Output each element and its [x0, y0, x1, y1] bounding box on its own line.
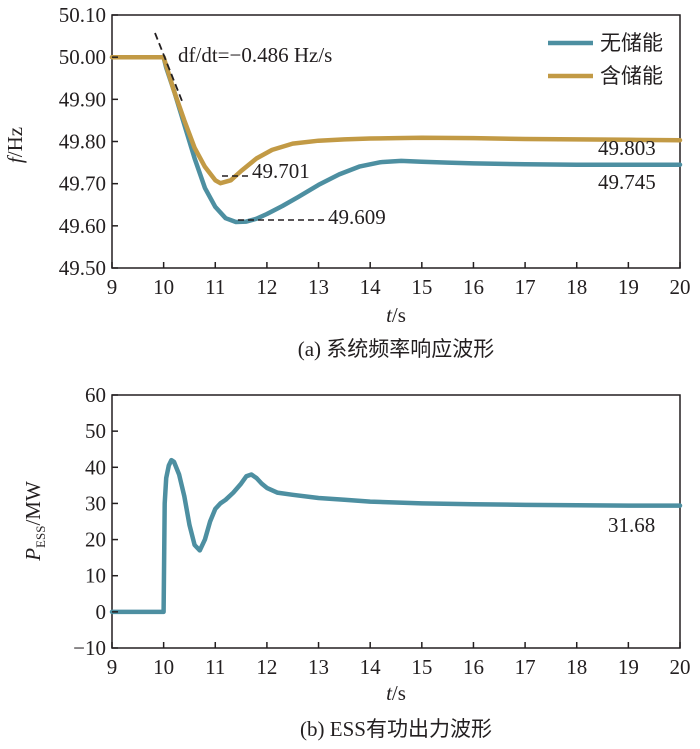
x-tick-label: 16	[463, 275, 484, 299]
y-tick-label: 49.60	[59, 214, 106, 238]
x-tick-label: 17	[515, 275, 536, 299]
y-axis-label: f/Hz	[3, 127, 27, 163]
y-tick-label: 60	[85, 383, 106, 407]
x-tick-label: 11	[205, 655, 225, 679]
y-tick-label: 49.70	[59, 172, 106, 196]
x-axis-ticks-b: 9 10 11 12 13 14 15 16 17 18 19 20	[107, 642, 691, 679]
x-tick-label: 9	[107, 655, 118, 679]
x-axis-ticks: 9 10 11 12 13 14 15 16 17 18 19 20	[107, 262, 691, 299]
y-axis-ticks: 50.10 50.00 49.90 49.80 49.70 49.60 49.50	[59, 3, 118, 280]
x-tick-label: 19	[618, 275, 639, 299]
x-tick-label: 12	[256, 275, 277, 299]
series-line-1	[109, 54, 683, 186]
x-tick-label: 10	[153, 655, 174, 679]
y-tick-label: 20	[85, 528, 106, 552]
y-tick-label: 49.50	[59, 256, 106, 280]
steady-label-no-storage: 49.745	[598, 170, 656, 194]
y-tick-label: 50	[85, 419, 106, 443]
x-tick-label: 14	[360, 275, 382, 299]
y-axis-ticks-b: 60 50 40 30 20 10 0 −10	[73, 383, 118, 660]
panel-b-caption: (b) ESS有功出力波形	[300, 717, 492, 741]
y-tick-label: 10	[85, 564, 106, 588]
x-tick-label: 14	[360, 655, 382, 679]
x-tick-label: 13	[308, 275, 329, 299]
legend-label-no-storage: 无储能	[600, 31, 663, 55]
y-tick-label: 0	[96, 600, 107, 624]
x-tick-label: 19	[618, 655, 639, 679]
x-tick-label: 15	[411, 275, 432, 299]
plot-area-frame-b	[111, 394, 681, 649]
y-tick-label: 30	[85, 491, 106, 515]
y-tick-label: 50.10	[59, 3, 106, 27]
x-tick-label: 20	[670, 275, 691, 299]
steady-label-with-storage: 49.803	[598, 136, 656, 160]
steady-label-ess: 31.68	[608, 513, 655, 537]
x-axis-label-b: t/s	[386, 681, 406, 705]
x-tick-label: 9	[107, 275, 118, 299]
x-tick-label: 15	[411, 655, 432, 679]
y-tick-label: −10	[73, 636, 106, 660]
y-tick-label: 50.00	[59, 45, 106, 69]
x-tick-label: 20	[670, 655, 691, 679]
x-tick-label: 18	[566, 275, 587, 299]
rocof-tangent-line	[154, 32, 183, 102]
x-tick-label: 10	[153, 275, 174, 299]
y-tick-label: 40	[85, 455, 106, 479]
nadir-label-no-storage: 49.609	[328, 205, 386, 229]
series-group-b	[109, 457, 683, 615]
series-line-0	[109, 457, 683, 615]
x-tick-label: 17	[515, 655, 536, 679]
x-axis-label: t/s	[386, 303, 406, 327]
y-tick-label: 49.80	[59, 130, 106, 154]
series-group	[109, 54, 683, 225]
y-axis-label-b: PESS/MW	[21, 481, 48, 562]
y-tick-label: 49.90	[59, 87, 106, 111]
x-tick-label: 16	[463, 655, 484, 679]
x-tick-label: 12	[256, 655, 277, 679]
legend: 无储能 含储能	[548, 31, 663, 88]
ess-power-panel: 9 10 11 12 13 14 15 16 17 18 19 20 60 50 40 30 20 10 0 −10…	[21, 383, 691, 741]
nadir-label-with-storage: 49.701	[252, 159, 310, 183]
panel-a-caption: (a) 系统频率响应波形	[298, 337, 495, 361]
x-tick-label: 18	[566, 655, 587, 679]
x-tick-label: 11	[205, 275, 225, 299]
x-tick-label: 13	[308, 655, 329, 679]
rocof-annotation: df/dt=−0.486 Hz/s	[178, 43, 332, 67]
legend-label-with-storage: 含储能	[600, 64, 663, 88]
frequency-panel: 9 10 11 12 13 14 15 16 17 18 19 20 50.10 50.00 49.90 4…	[3, 3, 691, 361]
